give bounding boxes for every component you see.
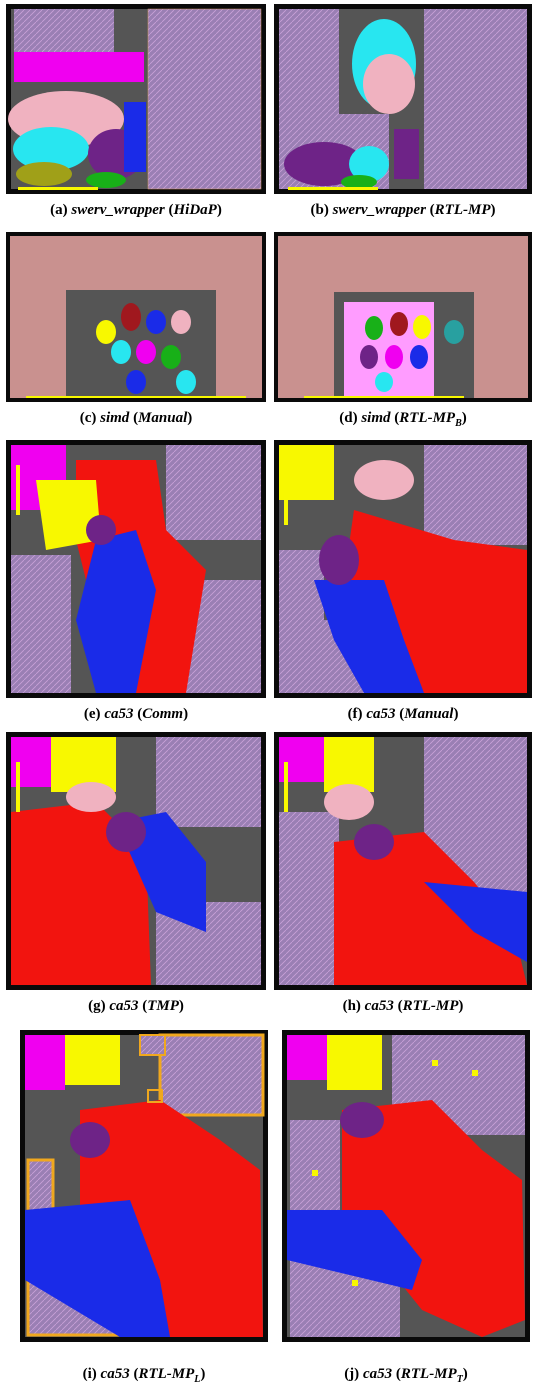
layout-e-ca53-comm	[6, 440, 266, 698]
caption-e: (e) ca53 (Comm)	[83, 706, 189, 722]
layout-d-image	[278, 236, 528, 398]
caption-i: (i) ca53 (RTL-MPL)	[82, 1366, 206, 1385]
layout-f-image	[279, 445, 527, 693]
layout-c-image	[10, 236, 262, 398]
layout-d-simd-rtlmpb	[274, 232, 532, 402]
layout-h-ca53-rtlmp	[274, 732, 532, 990]
caption-c: (c) simd (Manual)	[79, 410, 193, 426]
layout-i-image	[25, 1033, 265, 1337]
layout-f-ca53-manual	[274, 440, 532, 698]
layout-i-ca53-rtlmpl	[20, 1030, 268, 1342]
caption-b: (b) swerv_wrapper (RTL-MP)	[310, 202, 496, 218]
caption-j: (j) ca53 (RTL-MPT)	[344, 1366, 468, 1385]
layout-g-image	[11, 737, 261, 985]
layout-h-image	[279, 737, 527, 985]
caption-a: (a) swerv_wrapper (HiDaP)	[50, 202, 222, 218]
layout-b-swerv-rtlmp	[274, 4, 532, 194]
layout-j-image	[287, 1035, 525, 1337]
caption-d: (d) simd (RTL-MPB)	[339, 410, 467, 429]
layout-c-simd-manual	[6, 232, 266, 402]
caption-h: (h) ca53 (RTL-MP)	[342, 998, 464, 1014]
layout-e-image	[11, 445, 261, 693]
layout-b-image	[279, 9, 527, 190]
caption-f: (f) ca53 (Manual)	[347, 706, 459, 722]
caption-g: (g) ca53 (TMP)	[88, 998, 184, 1014]
layout-a-image	[8, 8, 262, 190]
layout-j-ca53-rtlmpt	[282, 1030, 530, 1342]
layout-a-swerv-hidap	[6, 4, 266, 194]
layout-g-ca53-tmp	[6, 732, 266, 990]
